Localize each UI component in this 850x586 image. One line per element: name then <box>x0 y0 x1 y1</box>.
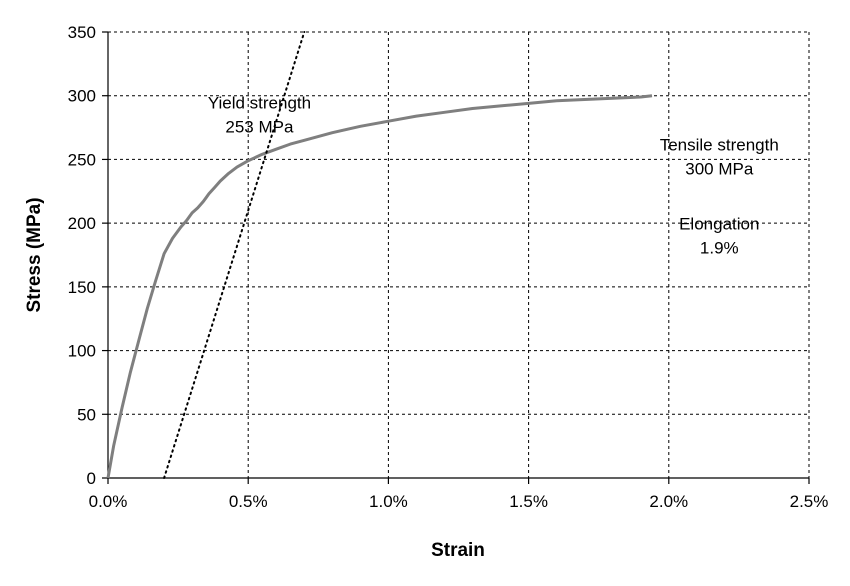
y-tick-label: 350 <box>68 23 96 42</box>
annotations: Yield strength 253 MPa Tensile strength 300… <box>208 93 779 257</box>
series-group <box>106 31 653 479</box>
annotation-group: Elongation 1.9% <box>679 215 759 258</box>
tick-labels: 0 50 100 150 200 250 300 350 0.0% 0.5% 1.0% 1.5% 2.0… <box>68 23 829 511</box>
y-tick-label: 100 <box>68 342 96 361</box>
annotation-line: Yield strength <box>208 93 311 112</box>
y-tick-label: 0 <box>87 469 96 488</box>
y-tick-label: 50 <box>77 405 96 424</box>
annotation-line: Elongation <box>679 215 759 234</box>
annotation-line: 253 MPa <box>225 117 294 136</box>
stress-strain-curve <box>106 94 653 479</box>
x-tick-label: 1.5% <box>509 492 548 511</box>
annotation-line: 1.9% <box>700 239 739 258</box>
grid-lines <box>108 31 810 478</box>
annotation-group: Tensile strength 300 MPa <box>660 136 779 179</box>
x-axis-title: Strain <box>431 540 485 561</box>
x-tick-label: 2.0% <box>649 492 688 511</box>
y-tick-label: 200 <box>68 214 96 233</box>
x-tick-label: 0.0% <box>89 492 128 511</box>
y-tick-label: 150 <box>68 278 96 297</box>
offset-line <box>163 31 306 479</box>
x-tick-label: 0.5% <box>229 492 268 511</box>
annotation-group: Yield strength 253 MPa <box>208 93 311 136</box>
x-tick-label: 2.5% <box>790 492 829 511</box>
plot-frame <box>102 31 810 484</box>
annotation-line: Tensile strength <box>660 136 779 155</box>
y-tick-label: 300 <box>68 87 96 106</box>
x-tick-label: 1.0% <box>369 492 408 511</box>
y-tick-label: 250 <box>68 150 96 169</box>
y-axis-title: Stress (MPa) <box>24 197 45 312</box>
annotation-line: 300 MPa <box>685 160 754 179</box>
